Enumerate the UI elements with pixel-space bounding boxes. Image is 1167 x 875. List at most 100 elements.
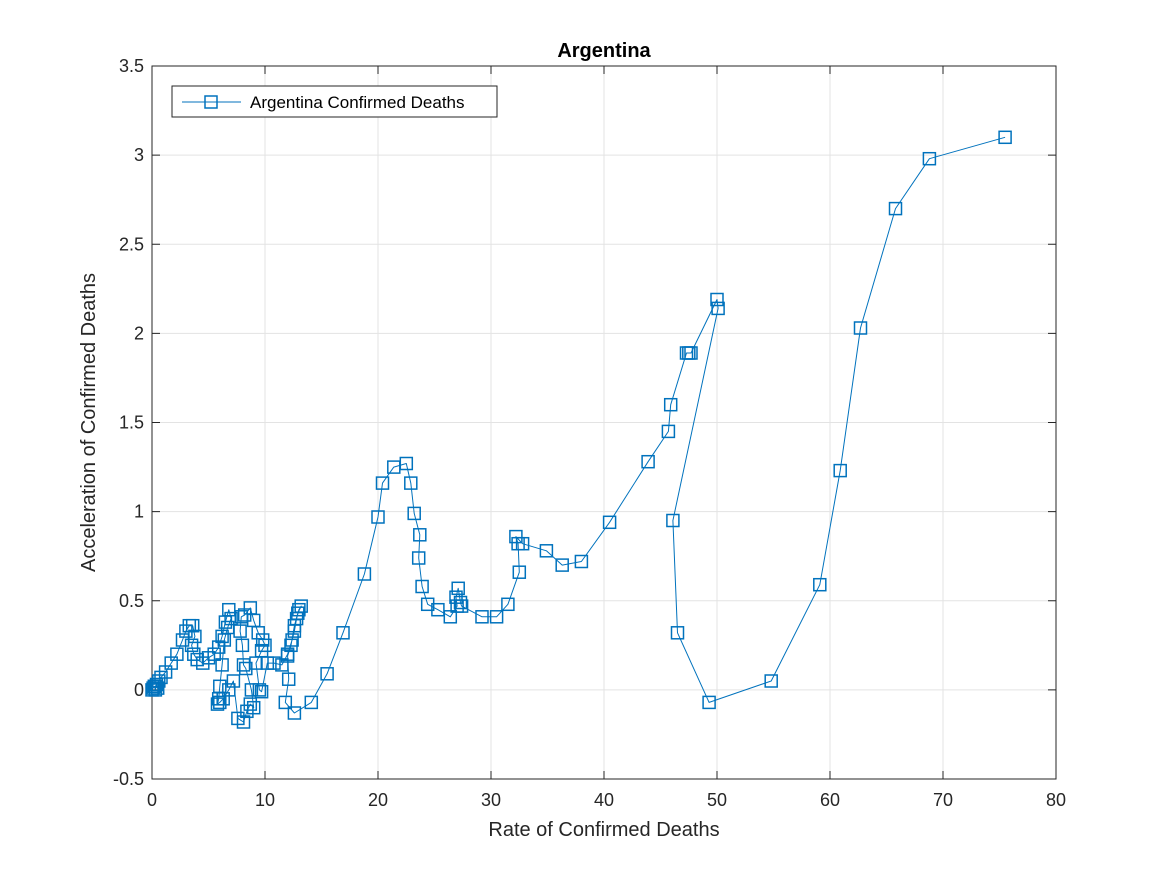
- y-axis-label: Acceleration of Confirmed Deaths: [78, 273, 100, 572]
- y-tick-label: -0.5: [113, 769, 144, 789]
- data-point: [539, 544, 554, 558]
- data-point: [407, 506, 421, 521]
- data-point: [453, 595, 468, 610]
- data-point: [501, 597, 515, 612]
- axes: [151, 65, 1057, 780]
- data-point: [185, 618, 200, 633]
- data-point: [188, 629, 202, 644]
- data-point: [170, 647, 184, 661]
- data-point: [443, 610, 458, 624]
- data-point: [702, 695, 716, 710]
- y-tick-label: 1.5: [119, 413, 144, 433]
- legend-marker-square: [204, 95, 218, 109]
- data-point: [357, 567, 372, 581]
- data-point: [711, 301, 725, 316]
- legend-entry-label: Argentina Confirmed Deaths: [250, 93, 465, 112]
- data-point: [641, 454, 655, 469]
- y-tick-label: 0: [134, 680, 144, 700]
- data-point: [280, 649, 295, 663]
- data-point: [207, 647, 221, 661]
- data-point: [222, 602, 236, 617]
- data-point: [853, 321, 868, 335]
- legend: Argentina Confirmed Deaths: [171, 85, 498, 118]
- data-point: [555, 558, 569, 572]
- data-point: [267, 656, 281, 670]
- data-point: [150, 681, 165, 695]
- data-point: [404, 476, 418, 490]
- data-point: [764, 674, 778, 688]
- x-tick-label: 20: [368, 790, 388, 810]
- data-point: [217, 633, 232, 647]
- data-point: [574, 554, 589, 569]
- data-point: [244, 683, 259, 697]
- data-point: [888, 201, 903, 216]
- data-point: [833, 463, 847, 478]
- grid: [151, 65, 1057, 780]
- data-point: [670, 626, 685, 640]
- data-point: [235, 638, 250, 653]
- y-tick-label: 2.5: [119, 234, 144, 254]
- data-point: [254, 684, 269, 699]
- data-point: [236, 715, 251, 729]
- y-tick-label: 1: [134, 502, 144, 522]
- data-point: [287, 706, 302, 720]
- data-point: [226, 674, 241, 688]
- data-point: [222, 683, 236, 697]
- data-point: [454, 599, 469, 613]
- x-tick-label: 30: [481, 790, 501, 810]
- x-tick-label: 70: [933, 790, 953, 810]
- data-point: [336, 626, 350, 640]
- data-point: [475, 610, 489, 624]
- tick-labels: 0 10 20 30 40 50 60 70 80-0.500.511.522.533.5: [113, 56, 1066, 810]
- series-1: [145, 130, 1012, 729]
- data-point: [292, 602, 306, 617]
- data-point: [602, 515, 617, 530]
- data-point: [287, 618, 302, 633]
- data-point: [149, 677, 164, 692]
- data-point: [281, 672, 296, 686]
- data-point: [413, 528, 427, 542]
- data-point: [399, 456, 414, 471]
- data-point: [320, 667, 334, 681]
- data-point: [451, 581, 465, 596]
- data-point: [224, 611, 238, 626]
- x-tick-label: 50: [707, 790, 727, 810]
- data-point: [684, 346, 698, 360]
- data-point: [304, 695, 319, 710]
- data-point: [246, 700, 261, 715]
- data-point: [251, 626, 265, 640]
- data-point: [252, 683, 267, 697]
- data-point: [213, 695, 227, 710]
- x-tick-label: 60: [820, 790, 840, 810]
- y-tick-label: 3: [134, 145, 144, 165]
- x-axis-label: Rate of Confirmed Deaths: [488, 819, 719, 841]
- data-point: [233, 624, 247, 638]
- x-tick-label: 10: [255, 790, 275, 810]
- data-point: [663, 397, 678, 412]
- data-point: [710, 292, 724, 307]
- data-point: [512, 565, 527, 579]
- data-point: [813, 577, 827, 592]
- data-point: [415, 579, 429, 594]
- data-point: [278, 695, 293, 710]
- data-point: [661, 424, 676, 439]
- data-point: [152, 674, 166, 688]
- chart-title: Argentina: [557, 40, 651, 62]
- x-tick-label: 40: [594, 790, 614, 810]
- data-point: [184, 638, 199, 653]
- data-point: [243, 697, 258, 711]
- data-point: [431, 602, 445, 617]
- data-point: [375, 476, 390, 490]
- x-tick-label: 80: [1046, 790, 1066, 810]
- data-point: [922, 151, 937, 166]
- data-point: [515, 536, 530, 551]
- data-point: [215, 658, 229, 672]
- x-tick-label: 0: [147, 790, 157, 810]
- data-point: [489, 610, 504, 624]
- y-tick-label: 3.5: [119, 56, 144, 76]
- data-point: [666, 513, 680, 528]
- series-layer: [145, 130, 1012, 729]
- data-point: [294, 599, 308, 613]
- y-tick-label: 0.5: [119, 591, 144, 611]
